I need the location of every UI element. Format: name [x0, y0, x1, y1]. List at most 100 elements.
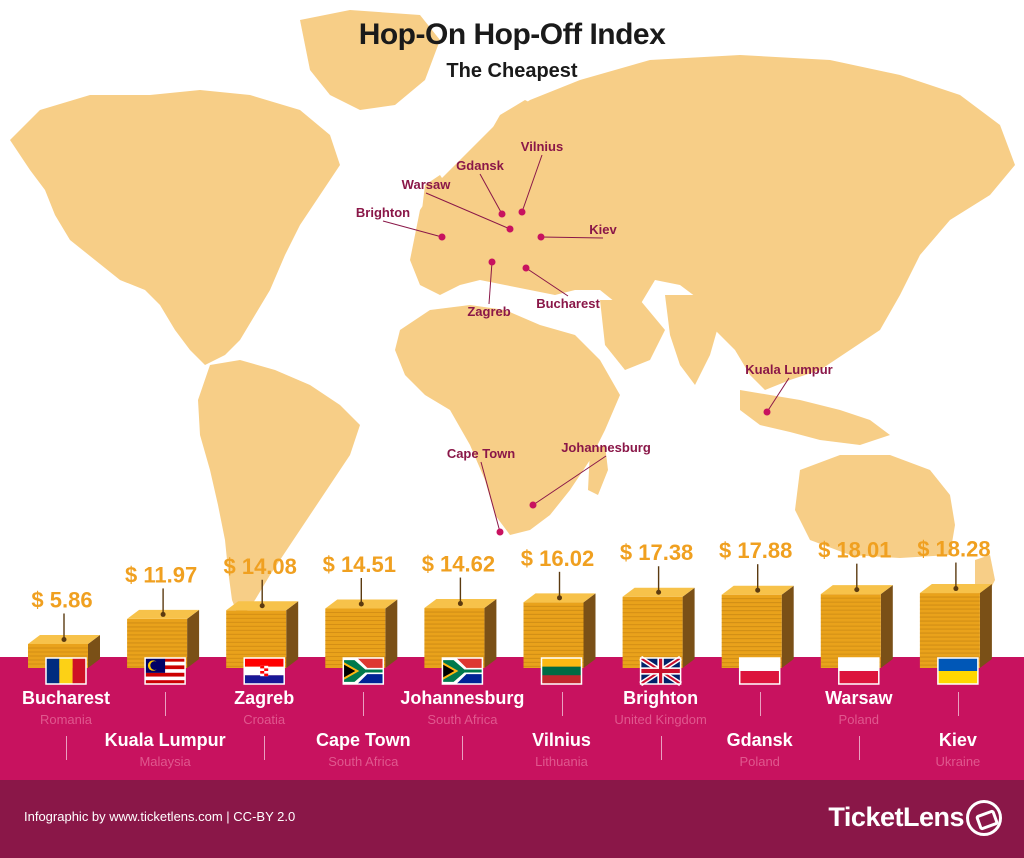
map-pins [438, 208, 771, 536]
city-name-bucharest: Bucharest [21, 688, 111, 708]
map-pin-vilnius[interactable] [518, 208, 526, 216]
price-label-vilnius: $ 16.02 [521, 546, 594, 571]
africa-shape [395, 305, 620, 535]
bar-side [286, 601, 299, 668]
divider-warsaw [858, 736, 860, 760]
flag-united-kingdom-icon [639, 655, 682, 687]
price-tag-knot [953, 586, 959, 592]
bar-side [880, 585, 893, 668]
map-pin-warsaw[interactable] [506, 225, 514, 233]
divider-zagreb [264, 736, 266, 760]
footer: Infographic by www.ticketlens.com | CC-B… [0, 780, 1024, 858]
price-label-bucharest: $ 5.86 [31, 587, 92, 612]
divider-vilnius [561, 692, 563, 716]
bar-brighton[interactable] [622, 566, 695, 668]
bar-kiev[interactable] [919, 562, 992, 668]
price-tag-knot [457, 601, 463, 607]
country-name-cape-town: South Africa [328, 754, 399, 769]
south-america-shape [198, 360, 360, 620]
ticket-lens-icon [966, 800, 1002, 836]
map-pin-bucharest[interactable] [522, 264, 530, 272]
leader-line-kuala-lumpur [766, 377, 790, 413]
country-name-kuala-lumpur: Malaysia [139, 754, 191, 769]
australia-shape [795, 455, 955, 558]
map-pin-kiev[interactable] [537, 233, 545, 241]
price-label-kiev: $ 18.28 [917, 537, 990, 562]
price-tag-knot [755, 587, 761, 593]
map-label-kiev: Kiev [589, 222, 617, 237]
map-labels: Vilnius Gdansk Warsaw Brighton Kiev Bucharest… [356, 139, 833, 461]
map-label-gdansk: Gdansk [456, 158, 504, 173]
price-label-zagreb: $ 14.08 [223, 554, 296, 579]
leader-line-johannesburg [532, 455, 607, 506]
bar-cape-town[interactable] [325, 578, 398, 668]
country-name-zagreb: Croatia [243, 712, 286, 727]
city-name-gdansk: Gdansk [726, 730, 793, 750]
bar-side [781, 585, 794, 668]
country-name-kiev: Ukraine [935, 754, 981, 769]
map-pin-kuala-lumpur[interactable] [763, 408, 771, 416]
bar-kuala-lumpur[interactable] [127, 588, 200, 668]
map-label-bucharest: Bucharest [536, 296, 600, 311]
price-labels: $ 5.86 $ 11.97 $ 14.08 $ 14.51 $ 14.62 $ 16.0… [31, 537, 990, 613]
leader-line-brighton [382, 220, 443, 238]
leader-line-bucharest [525, 267, 569, 297]
price-tag-knot [656, 589, 662, 595]
bar-side [583, 593, 596, 668]
bar-johannesburg[interactable] [424, 577, 497, 668]
bar-side [979, 584, 992, 668]
bar-side [187, 609, 200, 668]
city-name-brighton: Brighton [623, 688, 699, 708]
eurasia-shape [410, 55, 1015, 390]
map-pin-gdansk[interactable] [498, 210, 506, 218]
bar-warsaw[interactable] [820, 563, 893, 668]
footer-credit[interactable]: Infographic by www.ticketlens.com | CC-B… [24, 809, 296, 824]
map-pin-zagreb[interactable] [488, 258, 496, 266]
price-label-warsaw: $ 18.01 [818, 538, 891, 563]
country-name-gdansk: Poland [739, 754, 780, 769]
flag-lithuania-icon [540, 657, 583, 685]
city-name-warsaw: Warsaw [825, 688, 893, 708]
flag-ukraine-icon [937, 657, 979, 685]
price-label-brighton: $ 17.38 [620, 540, 693, 565]
bar-vilnius[interactable] [523, 571, 596, 668]
world-map-land [10, 10, 1015, 620]
price-label-kuala-lumpur: $ 11.97 [125, 562, 197, 587]
flags [45, 655, 979, 687]
divider-cape-town [363, 692, 365, 716]
price-tag-knot [259, 603, 265, 609]
city-name-johannesburg: Johannesburg [400, 688, 525, 708]
price-label-johannesburg: $ 14.62 [422, 552, 495, 577]
greenland-shape [300, 10, 440, 110]
bar-side [484, 599, 497, 668]
bar-side [385, 599, 398, 668]
leader-line-warsaw [425, 192, 511, 230]
leader-line-cape-town [480, 461, 501, 533]
bar-side [682, 587, 695, 668]
chart-title: Hop-On Hop-Off Index [358, 18, 666, 51]
country-name-vilnius: Lithuania [535, 754, 588, 769]
flag-malaysia-icon [144, 657, 186, 685]
price-tag-knot [557, 595, 562, 601]
arabia-shape [600, 300, 665, 370]
map-label-warsaw: Warsaw [402, 177, 452, 192]
country-name-johannesburg: South Africa [427, 712, 498, 727]
price-tag-knot [61, 636, 67, 642]
great-britain-shape [422, 175, 450, 235]
brand-logo: TicketLens [828, 802, 964, 832]
map-label-brighton: Brighton [356, 205, 410, 220]
flag-romania-icon [45, 657, 87, 685]
map-pin-brighton[interactable] [438, 233, 446, 241]
flag-poland-icon [838, 657, 880, 685]
flag-south-africa-icon [441, 657, 484, 685]
divider-gdansk [759, 692, 761, 716]
map-pin-johannesburg[interactable] [529, 501, 537, 509]
bar-gdansk[interactable] [721, 564, 794, 668]
bar-zagreb[interactable] [226, 579, 299, 668]
map-label-kuala-lumpur: Kuala Lumpur [745, 362, 832, 377]
bar-front [721, 594, 782, 668]
map-pin-cape-town[interactable] [496, 528, 504, 536]
leader-line-gdansk [479, 173, 503, 215]
divider-kiev [957, 692, 959, 716]
